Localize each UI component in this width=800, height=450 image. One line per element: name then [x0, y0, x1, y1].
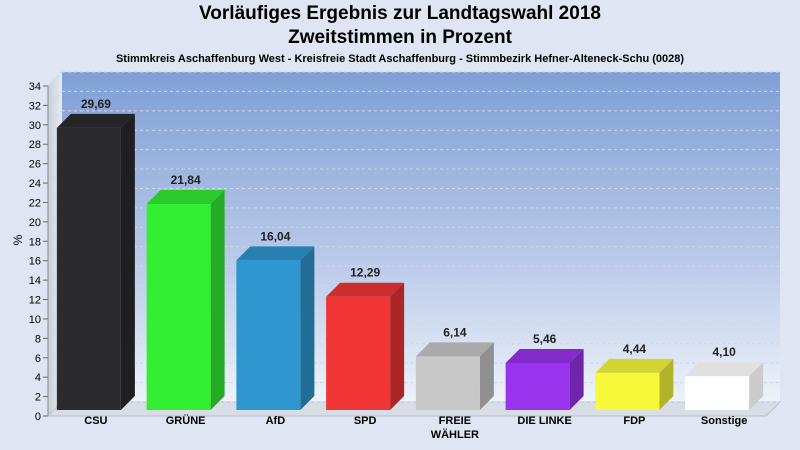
bar-front: [146, 204, 211, 410]
y-axis-label: %: [11, 234, 25, 245]
category-label: DIE LINKE: [517, 415, 571, 427]
y-tick-label: 14: [29, 275, 41, 287]
y-tick-label: 26: [29, 159, 41, 171]
category-label: CSU: [84, 415, 107, 427]
category-label: FDP: [623, 415, 645, 427]
bar-side: [569, 349, 584, 410]
category-label: Sonstige: [701, 415, 747, 427]
bar-side: [300, 246, 315, 410]
category-label: FREIE: [439, 415, 471, 427]
bar-top: [326, 282, 405, 297]
bar-top: [415, 342, 494, 357]
bar-value-label: 12,29: [350, 266, 380, 280]
bar-value-label: 16,04: [260, 229, 290, 243]
bar: [146, 190, 225, 410]
bar-front: [56, 127, 121, 411]
y-tick-label: 22: [29, 197, 41, 209]
bar-side: [749, 362, 764, 410]
bar-top: [56, 113, 135, 128]
bar-top: [236, 246, 315, 261]
bar-top: [685, 362, 764, 377]
bar-front: [685, 376, 750, 410]
y-tick-label: 30: [29, 120, 41, 132]
y-tick-label: 12: [29, 295, 41, 307]
bar-side: [479, 342, 494, 410]
bar: [236, 246, 315, 410]
y-tick-label: 32: [29, 100, 41, 112]
category-label: WÄHLER: [431, 428, 479, 441]
bar: [56, 113, 135, 411]
y-tick-label: 24: [29, 178, 41, 190]
bar-value-label: 4,10: [712, 345, 736, 359]
bar-side: [120, 113, 135, 411]
category-label: SPD: [354, 415, 377, 427]
y-tick-label: 28: [29, 139, 41, 151]
chart-subtitle-line: Zweitstimmen in Prozent: [288, 27, 512, 48]
bar: [505, 349, 584, 410]
y-tick-label: 16: [29, 256, 41, 268]
bar-side: [210, 190, 225, 410]
category-label: AfD: [266, 415, 286, 427]
y-tick-label: 20: [29, 217, 41, 229]
bar-front: [415, 356, 480, 410]
bar-value-label: 4,44: [623, 342, 647, 356]
bar-top: [146, 190, 225, 205]
chart-subtitle: Stimmkreis Aschaffenburg West - Kreisfre…: [115, 53, 685, 65]
y-tick-label: 6: [35, 353, 41, 365]
y-tick-label: 0: [35, 411, 41, 423]
y-tick-label: 2: [35, 392, 41, 404]
bar-front: [505, 363, 570, 410]
bar: [326, 282, 405, 410]
bar: [685, 362, 764, 410]
bar-side: [390, 282, 405, 410]
bar-top: [505, 349, 584, 364]
y-tick-label: 8: [35, 333, 41, 345]
category-label: GRÜNE: [166, 414, 206, 427]
bar-front: [236, 260, 301, 410]
bar: [595, 358, 674, 410]
y-tick-label: 10: [29, 314, 41, 326]
y-tick-label: 18: [29, 236, 41, 248]
bar-front: [326, 296, 391, 410]
bar: [415, 342, 494, 410]
bar-value-label: 29,69: [81, 97, 111, 111]
y-tick-label: 34: [29, 81, 41, 93]
bar-value-label: 5,46: [533, 332, 557, 346]
y-tick-label: 4: [35, 372, 41, 384]
chart-title: Vorläufiges Ergebnis zur Landtagswahl 20…: [199, 3, 601, 24]
bar-value-label: 21,84: [171, 173, 201, 187]
bar-top: [595, 358, 674, 373]
bar-value-label: 6,14: [443, 325, 467, 339]
bar-front: [595, 372, 660, 410]
bar-side: [659, 358, 674, 410]
